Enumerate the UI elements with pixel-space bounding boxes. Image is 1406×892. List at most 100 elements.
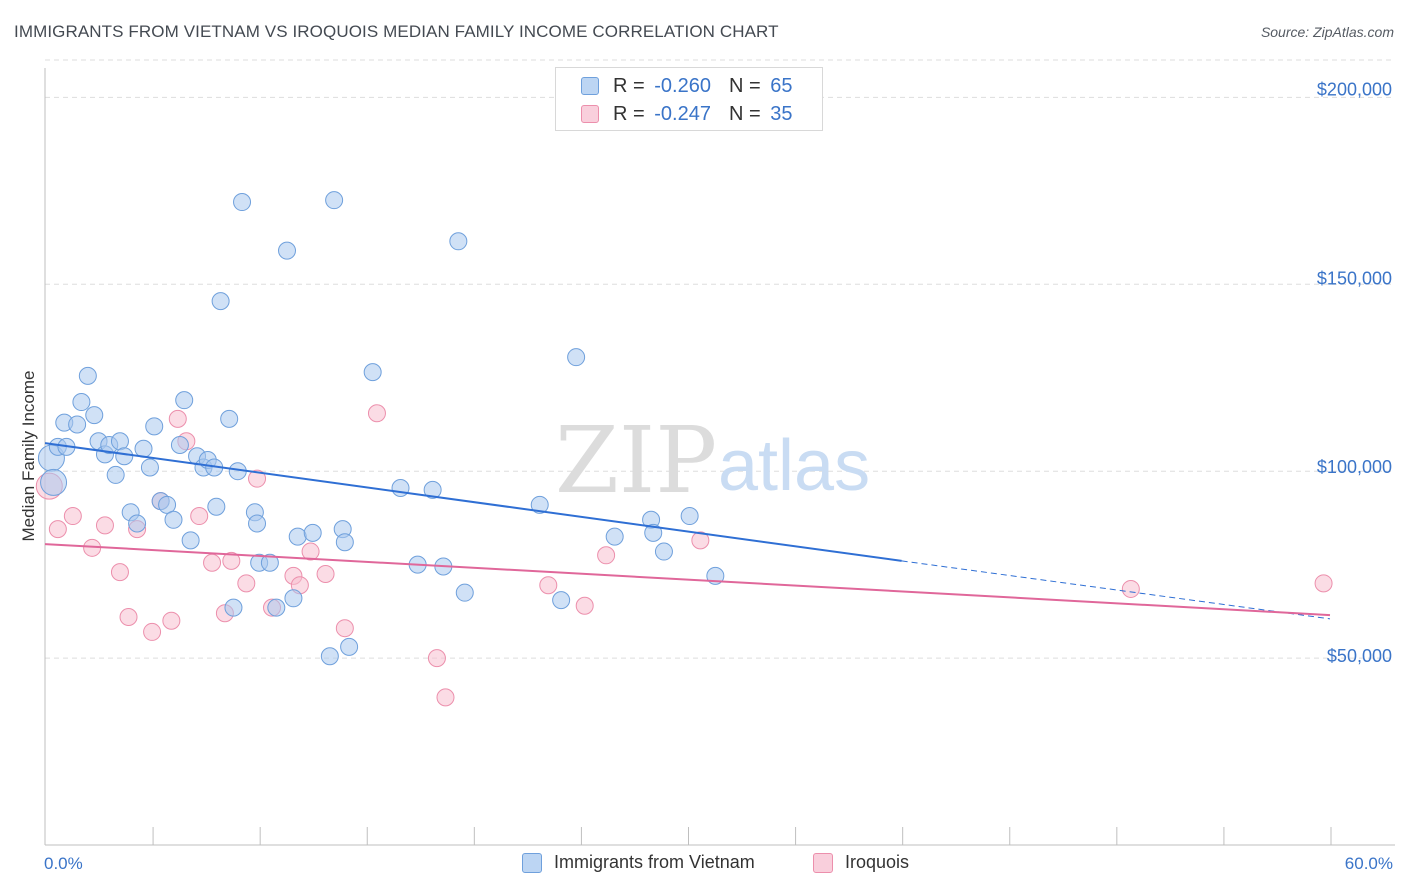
legend-swatch-vietnam — [522, 852, 542, 873]
legend-label-iroquois: Iroquois — [845, 852, 910, 872]
y-tick-label: $200,000 — [1317, 79, 1392, 99]
iroquois-point — [110, 563, 129, 582]
r-value: -0.247 — [654, 102, 711, 125]
stats-row-vietnam: R = -0.260 N = 65 — [556, 73, 792, 99]
vietnam-point — [115, 447, 134, 466]
iroquois-point — [1121, 579, 1140, 598]
vietnam-point — [40, 468, 68, 496]
vietnam-point — [224, 598, 243, 617]
iroquois-point — [575, 596, 594, 615]
vietnam-trend-line — [44, 442, 902, 562]
vietnam-point — [267, 598, 286, 617]
iroquois-point — [248, 469, 267, 488]
vietnam-point — [552, 591, 571, 610]
iroquois-point — [1314, 574, 1333, 593]
n-label: N = — [728, 74, 761, 97]
iroquois-point — [119, 607, 138, 626]
vietnam-point — [106, 465, 125, 484]
y-tick-label: $50,000 — [1327, 646, 1392, 666]
y-tick-label: $150,000 — [1317, 268, 1392, 288]
vietnam-point — [68, 415, 87, 434]
stats-row-iroquois: R = -0.247 N = 35 — [556, 101, 792, 127]
vietnam-point — [567, 348, 586, 367]
iroquois-trend-line — [44, 543, 1331, 617]
vietnam-point — [605, 527, 624, 546]
watermark-atlas: atlas — [718, 426, 870, 506]
iroquois-point — [162, 611, 181, 630]
x-tick-label: 0.0% — [44, 854, 83, 873]
iroquois-point — [237, 574, 256, 593]
vietnam-point — [455, 583, 474, 602]
vietnam-point — [145, 417, 164, 436]
n-value: 65 — [770, 74, 793, 97]
iroquois-point — [190, 507, 209, 526]
iroquois-point — [436, 688, 455, 707]
vietnam-point — [449, 232, 468, 251]
watermark-zip: ZIP — [555, 407, 717, 514]
tick-labels: $50,000 $100,000 $150,000 $200,000 0.0% 60.0% — [44, 79, 1393, 873]
iroquois-point — [427, 649, 446, 668]
iroquois-point — [222, 551, 241, 570]
y-tick-label: $100,000 — [1317, 457, 1392, 477]
y-axis-label: Median Family Income — [19, 370, 38, 541]
vietnam-point — [644, 523, 663, 542]
swatch-iroquois — [581, 105, 599, 123]
legend-item-iroquois: Iroquois — [813, 852, 909, 873]
iroquois-point — [63, 507, 82, 526]
source-label: Source: ZipAtlas.com — [1260, 24, 1394, 40]
vietnam-point — [128, 514, 147, 533]
vietnam-point — [248, 514, 267, 533]
legend-swatch-iroquois — [813, 852, 833, 873]
legend-label-vietnam: Immigrants from Vietnam — [554, 852, 755, 872]
vietnam-point — [325, 191, 344, 210]
iroquois-point — [168, 409, 187, 428]
vietnam-point — [340, 637, 359, 656]
iroquois-point — [301, 542, 320, 561]
legend-item-vietnam: Immigrants from Vietnam — [522, 852, 755, 873]
iroquois-point — [203, 553, 222, 572]
vietnam-point — [288, 527, 307, 546]
vietnam-point — [423, 480, 442, 499]
chart-title: IMMIGRANTS FROM VIETNAM VS IROQUOIS MEDI… — [14, 22, 779, 41]
vietnam-point — [140, 458, 159, 477]
stats-legend: R = -0.260 N = 65 R = -0.247 N = 35 — [555, 67, 823, 131]
iroquois-point — [48, 520, 67, 539]
vietnam-point — [110, 432, 129, 451]
vietnam-point — [335, 533, 354, 552]
vietnam-point — [158, 495, 177, 514]
vietnam-point — [78, 366, 97, 385]
iroquois-point — [597, 546, 616, 565]
vietnam-point — [85, 406, 104, 425]
vietnam-point — [654, 542, 673, 561]
vietnam-point — [181, 531, 200, 550]
iroquois-point — [335, 619, 354, 638]
vietnam-point — [260, 553, 279, 572]
iroquois-point — [143, 622, 162, 641]
r-label: R = — [613, 102, 645, 125]
vietnam-point — [134, 439, 153, 458]
grid-lines — [45, 59, 1395, 659]
vietnam-point — [680, 507, 699, 526]
vietnam-point — [303, 523, 322, 542]
vietnam-point — [530, 495, 549, 514]
n-value: 35 — [770, 102, 793, 125]
vietnam-point — [207, 497, 226, 516]
swatch-vietnam — [581, 77, 599, 95]
vietnam-point — [320, 647, 339, 666]
vietnam-point — [363, 363, 382, 382]
r-label: R = — [613, 74, 645, 97]
vietnam-point — [220, 409, 239, 428]
iroquois-point — [316, 564, 335, 583]
vietnam-point — [164, 510, 183, 529]
iroquois-point — [539, 576, 558, 595]
vietnam-point — [233, 193, 252, 212]
x-tick-label: 60.0% — [1345, 854, 1393, 873]
vietnam-point — [72, 393, 91, 412]
vietnam-point — [170, 436, 189, 455]
n-label: N = — [728, 102, 761, 125]
trend-lines — [44, 442, 1331, 620]
vietnam-point — [284, 589, 303, 608]
iroquois-point — [691, 531, 710, 550]
vietnam-trend-extension — [901, 560, 1331, 620]
